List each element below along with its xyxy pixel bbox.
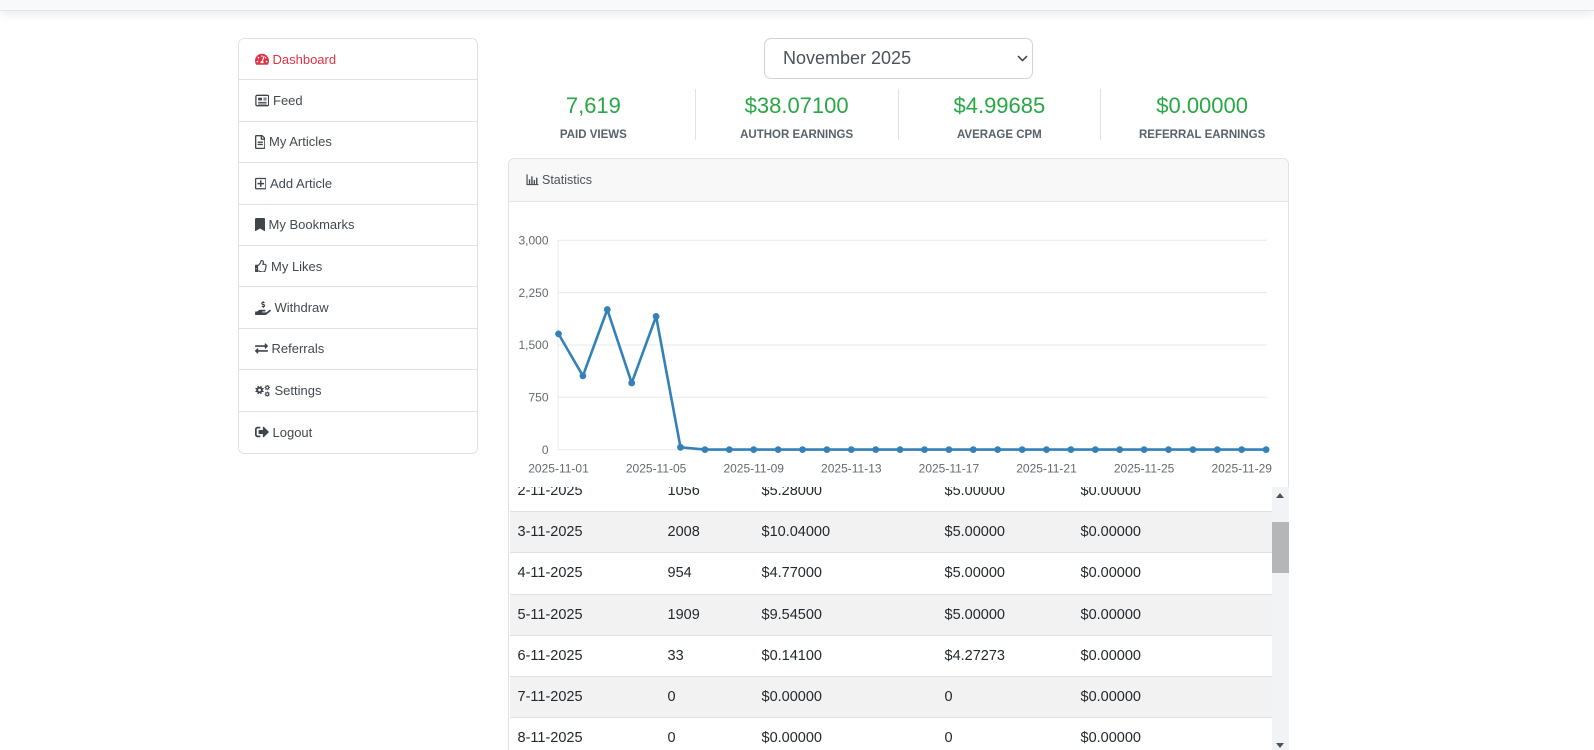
svg-text:2025-11-21: 2025-11-21 [1016, 462, 1077, 476]
svg-text:2025-11-09: 2025-11-09 [723, 462, 784, 476]
svg-text:0: 0 [541, 443, 548, 457]
svg-text:2,250: 2,250 [518, 286, 548, 300]
svg-text:2025-11-05: 2025-11-05 [625, 462, 686, 476]
svg-text:2025-11-01: 2025-11-01 [528, 462, 589, 476]
svg-text:3,000: 3,000 [518, 234, 548, 248]
svg-text:1,500: 1,500 [518, 338, 548, 352]
svg-text:2025-11-17: 2025-11-17 [918, 462, 979, 476]
svg-text:2025-11-25: 2025-11-25 [1113, 462, 1174, 476]
svg-text:750: 750 [528, 391, 548, 405]
svg-text:2025-11-29: 2025-11-29 [1211, 462, 1272, 476]
svg-text:2025-11-13: 2025-11-13 [821, 462, 882, 476]
